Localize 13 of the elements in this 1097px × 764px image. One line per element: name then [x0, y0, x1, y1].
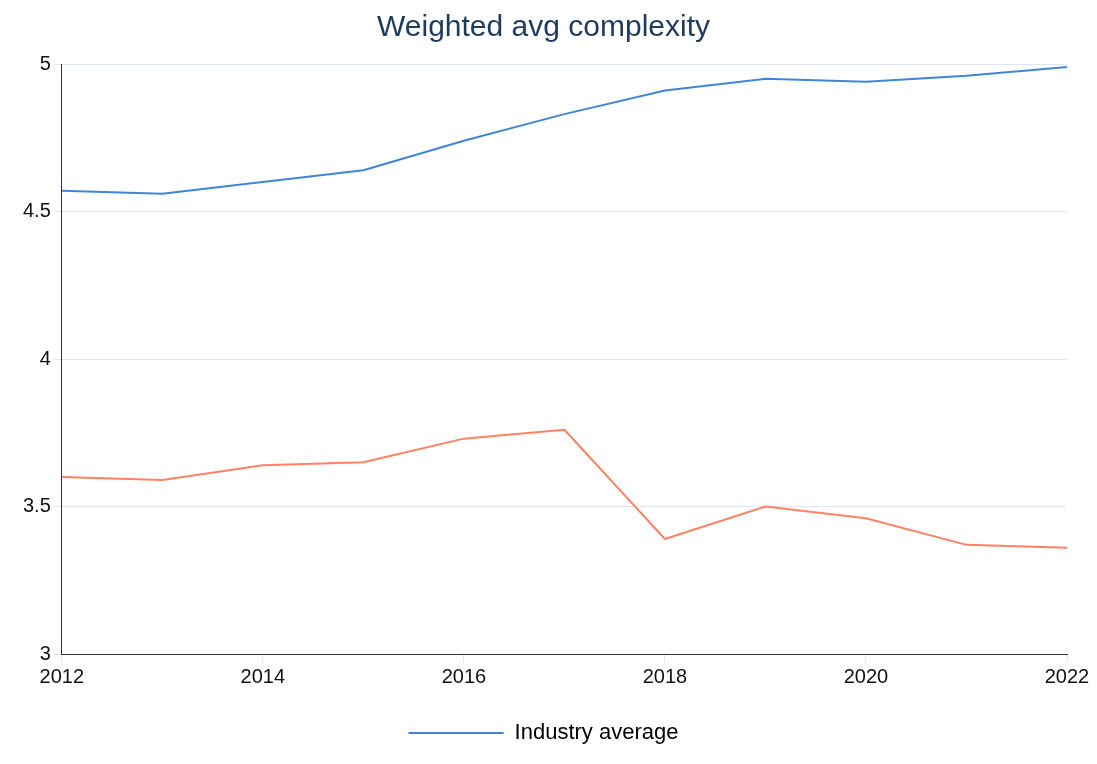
chart-title: Weighted avg complexity [377, 9, 710, 43]
x-tick-label: 2016 [441, 664, 487, 687]
x-tick-label: 2012 [39, 664, 85, 687]
x-tick-label: 2022 [1044, 664, 1090, 687]
legend-label: Industry average [514, 719, 679, 745]
y-tick-label: 3 [39, 641, 51, 664]
y-tick-label: 3.5 [22, 494, 51, 517]
y-tick-label: 5 [39, 51, 51, 74]
y-tick-label: 4 [39, 346, 51, 369]
y-tick-label: 4.5 [22, 199, 51, 222]
x-tick-label: 2014 [240, 664, 286, 687]
x-tick-label: 2020 [843, 664, 889, 687]
x-tick-label: 2018 [642, 664, 688, 687]
